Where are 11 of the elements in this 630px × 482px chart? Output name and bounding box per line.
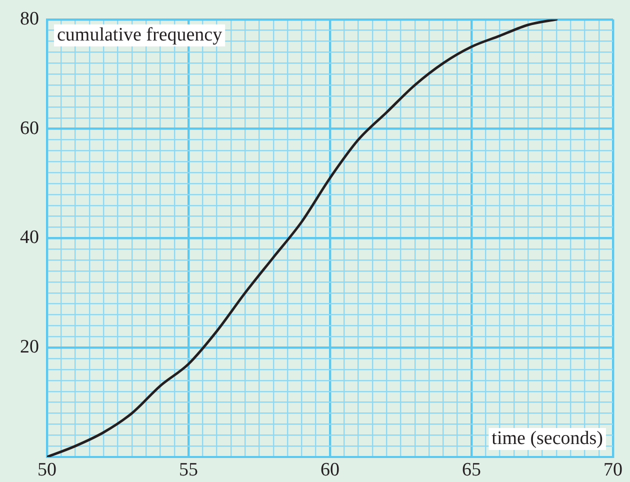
x-tick-label: 70 <box>604 459 622 480</box>
x-tick-label: 55 <box>179 459 198 480</box>
y-axis-title: cumulative frequency <box>57 24 223 46</box>
x-axis-title: time (seconds) <box>492 428 603 449</box>
x-tick-label: 60 <box>320 459 340 480</box>
y-tick-label: 40 <box>20 227 39 248</box>
x-tick-label: 65 <box>462 459 481 480</box>
y-tick-label: 20 <box>20 336 39 358</box>
y-tick-label: 80 <box>20 8 39 30</box>
x-tick-label: 50 <box>38 459 56 480</box>
y-tick-label: 60 <box>20 118 39 139</box>
